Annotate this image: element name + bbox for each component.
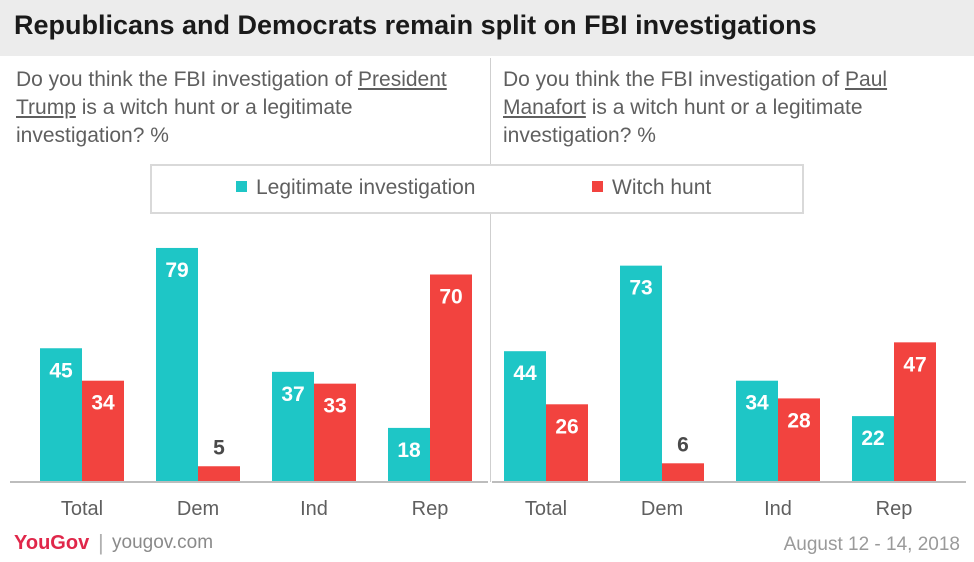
data-label: 79 [165, 259, 188, 282]
data-label: 45 [49, 359, 73, 382]
tick-label-total: Total [61, 498, 103, 520]
data-label: 26 [555, 415, 578, 438]
yougov-logo: YouGov [14, 532, 90, 554]
legend-item-legitimate: Legitimate investigation [236, 176, 475, 200]
data-label: 37 [281, 383, 304, 406]
tick-label-dem: Dem [641, 498, 683, 520]
question-right: Do you think the FBI investigation of Pa… [503, 66, 943, 150]
data-label: 6 [677, 433, 689, 456]
data-label: 22 [861, 427, 884, 450]
data-label: 47 [903, 353, 926, 376]
data-label: 73 [629, 277, 652, 300]
legend-swatch-witch-hunt [592, 181, 603, 192]
title-bar: Republicans and Democrats remain split o… [0, 0, 974, 56]
bar-witch-hunt-rep [894, 342, 936, 481]
data-label: 33 [323, 395, 346, 418]
question-left-subject: President Trump [16, 68, 447, 119]
bar-witch-hunt-total [82, 380, 124, 481]
legend-item-witch-hunt: Witch hunt [592, 176, 711, 200]
survey-date: August 12 - 14, 2018 [783, 534, 960, 555]
footer-url: yougov.com [112, 532, 214, 553]
tick-label-ind: Ind [300, 498, 328, 520]
bar-legitimate-total [40, 348, 82, 481]
bar-witch-hunt-dem [662, 463, 704, 481]
tick-label-ind: Ind [764, 498, 792, 520]
legend: Legitimate investigation Witch hunt [150, 164, 804, 214]
data-label: 44 [513, 362, 537, 385]
bar-legitimate-rep [388, 427, 430, 481]
data-label: 5 [213, 436, 225, 459]
question-right-prefix: Do you think the FBI investigation of [503, 68, 840, 91]
question-right-subject: Paul Manafort [503, 68, 888, 119]
bar-legitimate-total [504, 351, 546, 481]
question-left-prefix: Do you think the FBI investigation of [16, 68, 353, 91]
bar-legitimate-dem [156, 247, 198, 481]
bar-legitimate-ind [736, 380, 778, 481]
bar-legitimate-dem [620, 265, 662, 481]
tick-label-dem: Dem [177, 498, 219, 520]
bar-witch-hunt-rep [430, 274, 472, 481]
question-left: Do you think the FBI investigation of Pr… [16, 66, 456, 150]
tick-label-total: Total [525, 498, 567, 520]
data-label: 18 [397, 439, 421, 462]
tick-label-rep: Rep [412, 498, 449, 520]
data-label: 28 [787, 409, 811, 432]
bar-legitimate-rep [852, 416, 894, 481]
bar-chart: 45 34 Total 79 5 Dem 37 33 Ind 18 70 Rep 44 26 Total 73… [10, 247, 966, 520]
question-right-suffix: is a witch hunt or a legitimate investig… [503, 96, 863, 147]
page-title: Republicans and Democrats remain split o… [14, 10, 817, 40]
tick-label-rep: Rep [876, 498, 913, 520]
bar-legitimate-ind [272, 371, 314, 481]
question-left-suffix: is a witch hunt or a legitimate investig… [16, 96, 353, 147]
bar-witch-hunt-ind [314, 383, 356, 481]
footer-separator: | [98, 530, 104, 555]
panel-divider [490, 58, 491, 482]
bar-witch-hunt-ind [778, 398, 820, 481]
legend-swatch-legitimate [236, 181, 247, 192]
legend-label-legitimate: Legitimate investigation [256, 176, 476, 199]
data-label: 70 [439, 286, 462, 309]
bar-witch-hunt-total [546, 404, 588, 481]
data-label: 34 [91, 392, 115, 415]
bar-witch-hunt-dem [198, 466, 240, 481]
data-label: 34 [745, 392, 769, 415]
legend-label-witch-hunt: Witch hunt [612, 176, 712, 199]
